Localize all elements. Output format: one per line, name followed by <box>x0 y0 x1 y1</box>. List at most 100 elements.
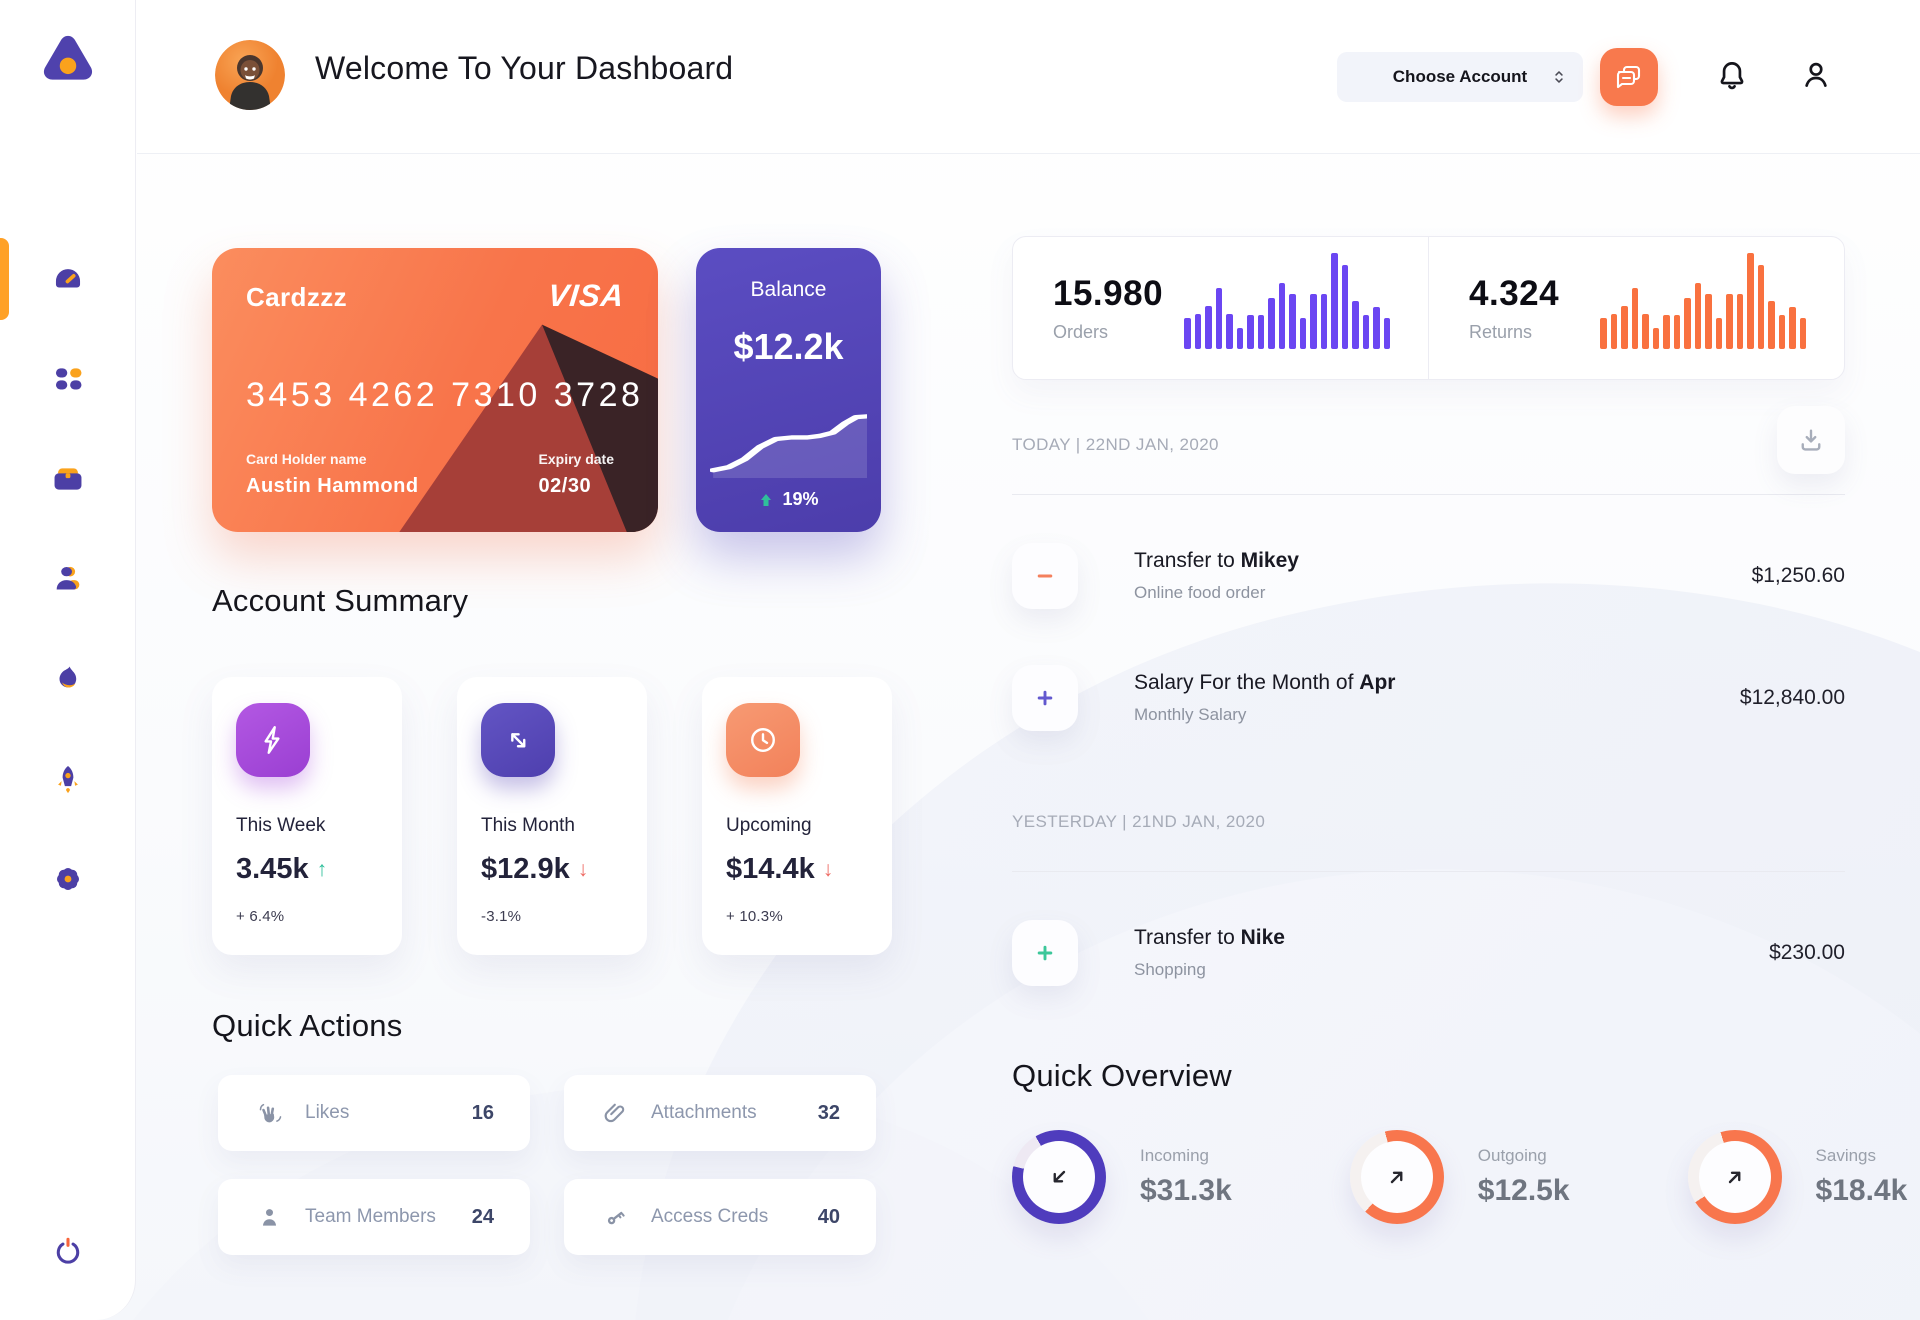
card-expiry-label: Expiry date <box>538 451 614 467</box>
download-icon <box>1801 429 1821 451</box>
flame-icon <box>59 666 76 688</box>
card-holder-label: Card Holder name <box>246 451 367 467</box>
sidebar-item-launch[interactable] <box>0 756 135 802</box>
sidebar-item-settings[interactable] <box>0 856 135 902</box>
summary-value: $12.9k ↓ <box>481 853 589 885</box>
quick-action-count: 32 <box>817 1101 840 1124</box>
transaction-amount: $230.00 <box>1769 941 1845 964</box>
lightning-icon <box>264 726 280 754</box>
balance-change: 19% <box>696 489 881 510</box>
orders-bar-chart <box>1184 253 1390 349</box>
rocket-icon <box>57 765 78 794</box>
quick-action-likes[interactable]: Likes 16 <box>218 1075 530 1151</box>
quick-action-team-members[interactable]: Team Members 24 <box>218 1179 530 1255</box>
quick-action-label: Likes <box>305 1102 350 1123</box>
card-name: Cardzzz <box>246 282 348 312</box>
account-select[interactable]: Choose Account <box>1337 52 1583 102</box>
balance-sparkline <box>708 400 872 478</box>
credit-card: Cardzzz VISA 3453 4262 7310 3728 Card Ho… <box>212 248 658 532</box>
quick-action-count: 40 <box>817 1205 840 1228</box>
download-button[interactable] <box>1777 406 1845 474</box>
transaction-subtitle: Shopping <box>1134 960 1206 979</box>
speedometer-icon <box>55 269 80 288</box>
plus-icon <box>1037 690 1053 706</box>
transaction-amount: $12,840.00 <box>1739 686 1845 709</box>
arrow-up-right-icon <box>1390 1171 1403 1184</box>
summary-change: -3.1% <box>481 908 522 925</box>
sidebar-item-team[interactable] <box>0 556 135 602</box>
quick-action-access-creds[interactable]: Access Creds 40 <box>564 1179 876 1255</box>
summary-change: + 10.3% <box>726 908 783 925</box>
lightning-icon-tile <box>236 703 310 777</box>
summary-label: This Month <box>481 815 575 836</box>
avatar <box>215 40 285 110</box>
chat-bubbles-icon <box>1616 65 1641 89</box>
transaction-row[interactable]: Transfer to Mikey Online food order $1,2… <box>1012 543 1845 609</box>
profile-icon <box>1805 62 1827 87</box>
down-arrow-icon: ↓ <box>577 857 589 881</box>
transaction-text: Transfer to Mikey Online food order <box>1134 549 1299 602</box>
power-icon <box>56 1237 79 1264</box>
app-logo[interactable] <box>37 30 99 92</box>
sidebar-nav <box>0 238 135 902</box>
overview-savings: Savings $18.4k <box>1687 1130 1907 1224</box>
overview-incoming: Incoming $31.3k <box>1012 1130 1232 1224</box>
card-holder-name: Austin Hammond <box>246 475 419 497</box>
gear-icon <box>56 867 79 891</box>
overview-label: Outgoing <box>1477 1146 1547 1165</box>
account-summary-title: Account Summary <box>212 583 469 618</box>
page-title: Welcome To Your Dashboard <box>315 50 734 86</box>
card-holder: Card Holder name Austin Hammond <box>246 451 419 498</box>
transaction-row[interactable]: Transfer to Nike Shopping $230.00 <box>1012 920 1845 986</box>
balance-label: Balance <box>750 278 827 301</box>
sidebar-item-apps[interactable] <box>0 356 135 402</box>
returns-label: Returns <box>1469 321 1533 342</box>
overview-value: $31.3k <box>1140 1174 1232 1207</box>
incoming-donut-chart <box>1012 1130 1106 1224</box>
bell-icon <box>1720 62 1744 90</box>
arrow-down-left-icon <box>1053 1170 1066 1183</box>
sidebar-item-activity[interactable] <box>0 656 135 702</box>
transactions-list: TODAY | 22ND JAN, 2020 Transfer to Mikey… <box>1012 406 1845 986</box>
key-icon <box>607 1211 625 1224</box>
sidebar-item-dashboard[interactable] <box>0 238 135 320</box>
transaction-subtitle: Monthly Salary <box>1134 705 1247 724</box>
notifications-button[interactable] <box>1715 58 1749 97</box>
quick-overview: Incoming $31.3k Outgoing $12.5k <box>1012 1130 1912 1224</box>
up-arrow-icon <box>761 493 772 506</box>
chevron-up-down-icon <box>1555 71 1563 83</box>
account-select-label: Choose Account <box>1392 67 1528 86</box>
grid-dots-icon <box>55 368 81 390</box>
visa-logo: VISA <box>545 278 626 313</box>
transaction-text: Salary For the Month of Apr Monthly Sala… <box>1134 671 1396 724</box>
briefcase-icon <box>54 468 81 490</box>
summary-value: 3.45k ↑ <box>236 853 328 885</box>
down-arrow-icon: ↓ <box>822 857 834 881</box>
stats-card: 15.980 Orders 4.324 Returns <box>1012 236 1845 380</box>
savings-donut-chart <box>1687 1130 1782 1224</box>
messages-button[interactable] <box>1600 48 1658 106</box>
balance-value: $12.2k <box>733 326 844 367</box>
quick-action-count: 16 <box>471 1101 494 1124</box>
returns-stat: 4.324 Returns <box>1428 237 1844 379</box>
logout-button[interactable] <box>52 1235 84 1272</box>
returns-bar-chart <box>1600 253 1806 349</box>
sidebar <box>0 0 136 1320</box>
summary-value: $14.4k ↓ <box>726 853 834 885</box>
user-icon <box>56 566 79 590</box>
transactions-group-header: YESTERDAY | 21ND JAN, 2020 <box>1012 787 1845 857</box>
quick-action-attachments[interactable]: Attachments 32 <box>564 1075 876 1151</box>
quick-actions-grid: Likes 16 Attachments 32 Team Members 24 … <box>218 1075 876 1255</box>
sidebar-item-work[interactable] <box>0 456 135 502</box>
profile-button[interactable] <box>1799 58 1833 97</box>
transaction-icon-tile <box>1012 665 1078 731</box>
orders-number: 15.980 <box>1053 273 1164 313</box>
waving-hand-icon <box>259 1103 282 1122</box>
minus-icon <box>1037 574 1053 578</box>
card-expiry-date: 02/30 <box>538 475 592 497</box>
transaction-amount: $1,250.60 <box>1751 564 1845 587</box>
quick-action-count: 24 <box>471 1205 494 1228</box>
card-number: 3453 4262 7310 3728 <box>246 376 644 414</box>
transaction-icon-tile <box>1012 920 1078 986</box>
transaction-row[interactable]: Salary For the Month of Apr Monthly Sala… <box>1012 665 1845 731</box>
